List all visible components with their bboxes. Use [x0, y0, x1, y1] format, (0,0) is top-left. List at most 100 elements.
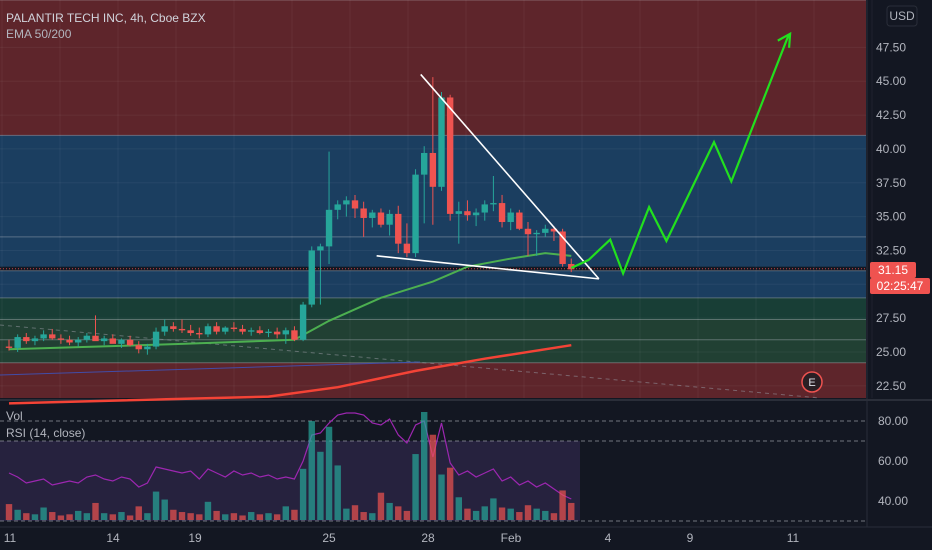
- candle-body: [23, 337, 30, 342]
- volume-bar: [230, 513, 238, 520]
- candle-body: [265, 331, 272, 334]
- volume-bar: [429, 434, 437, 520]
- volume-bar: [75, 510, 82, 520]
- wedge-upper-line: [420, 73, 600, 280]
- candle-body: [196, 333, 203, 335]
- time-tick-8: 11: [787, 531, 800, 545]
- price-tick-8: 42.50: [876, 108, 906, 122]
- volume-bar: [152, 491, 160, 520]
- countdown-value: 02:25:47: [877, 279, 924, 293]
- candle-body: [438, 97, 445, 187]
- volume-bar: [14, 509, 21, 520]
- volume-bar: [109, 514, 116, 520]
- candle-body: [204, 326, 212, 335]
- ema-legend: EMA 50/200: [6, 27, 72, 41]
- candle-body: [524, 228, 532, 235]
- volume-bar: [126, 515, 134, 520]
- symbol-title: PALANTIR TECH INC, 4h, Cboe BZX: [6, 11, 206, 25]
- projection-arrowhead: [777, 31, 792, 48]
- time-tick-5: Feb: [501, 531, 522, 545]
- candle-body: [559, 231, 566, 264]
- candle-body: [239, 328, 246, 332]
- volume-bar: [343, 508, 350, 520]
- volume-bar: [31, 514, 39, 520]
- volume-bar: [273, 514, 281, 520]
- candle-body: [213, 326, 220, 332]
- candle-body: [507, 212, 514, 223]
- candle-body: [369, 212, 376, 218]
- candle-body: [75, 339, 82, 343]
- volume-bar: [568, 502, 575, 520]
- price-tick-5: 35.00: [876, 210, 906, 224]
- time-axis: 11 14 19 25 28 Feb 4 9 11: [4, 531, 800, 545]
- volume-bar: [377, 492, 385, 520]
- volume-bar: [161, 499, 168, 520]
- volume-bar: [213, 510, 220, 520]
- candle-body: [308, 250, 315, 305]
- candle-body: [550, 228, 558, 232]
- volume-bar: [516, 512, 523, 520]
- volume-bar: [49, 512, 56, 520]
- volume-bar: [507, 508, 514, 520]
- zone-4: [0, 297, 866, 320]
- candle-body: [14, 337, 21, 348]
- volume-bar: [559, 490, 566, 520]
- volume-bar: [325, 426, 333, 520]
- candle-body: [57, 338, 65, 340]
- volume-bar: [187, 513, 194, 520]
- currency-button-label[interactable]: USD: [889, 9, 915, 23]
- candle-body: [542, 228, 549, 233]
- candle-body: [152, 331, 160, 347]
- candle-body: [351, 200, 359, 209]
- price-tick-2: 27.50: [876, 311, 906, 325]
- currency-button[interactable]: USD: [886, 5, 918, 27]
- candle-body: [498, 203, 506, 223]
- time-tick-1: 14: [106, 531, 120, 545]
- volume-bar: [550, 513, 558, 520]
- volume-bar: [92, 502, 99, 520]
- currency-button-bg[interactable]: [886, 5, 918, 27]
- candle-body: [31, 338, 39, 342]
- volume-bar: [360, 512, 367, 520]
- volume-bar: [542, 510, 549, 520]
- volume-bar: [395, 506, 402, 520]
- candle-body: [343, 200, 350, 205]
- candle-body: [170, 326, 177, 329]
- price-tick-6: 37.50: [876, 176, 906, 190]
- volume-bar: [118, 512, 125, 520]
- volume-bar: [446, 467, 454, 520]
- candle-body: [291, 330, 298, 340]
- candle-body: [256, 330, 264, 334]
- volume-bar: [334, 465, 341, 520]
- time-tick-4: 28: [421, 531, 435, 545]
- volume-bar: [265, 513, 272, 520]
- volume-bar: [498, 507, 506, 520]
- earnings-marker[interactable]: E: [801, 371, 823, 393]
- rsi-tick-2: 80.00: [878, 414, 908, 428]
- volume-bar: [204, 501, 212, 520]
- volume-bar: [5, 504, 13, 520]
- candle-body: [325, 209, 333, 247]
- candle-body: [464, 211, 471, 216]
- earnings-marker-circle[interactable]: [801, 371, 823, 393]
- price-zones: [0, 0, 866, 398]
- volume-bar: [222, 514, 229, 520]
- projection-line: [570, 33, 792, 277]
- earnings-marker-label[interactable]: E: [808, 377, 815, 389]
- volume-bar: [464, 508, 471, 520]
- volume-bar: [481, 506, 488, 520]
- rsi-tick-0: 40.00: [878, 494, 908, 508]
- volume-bar: [403, 510, 411, 520]
- volume-bar: [291, 509, 298, 520]
- candle-body: [455, 211, 462, 214]
- volume-bar: [57, 515, 65, 520]
- candle-body: [533, 232, 540, 235]
- volume-bar: [438, 474, 445, 520]
- candle-body: [446, 97, 454, 214]
- rsi-panel: 40.00 60.00 80.00: [0, 412, 908, 522]
- volume-bar: [135, 506, 142, 520]
- candle-body: [144, 346, 151, 350]
- volume-bar: [351, 505, 359, 520]
- projection-path: [570, 31, 792, 277]
